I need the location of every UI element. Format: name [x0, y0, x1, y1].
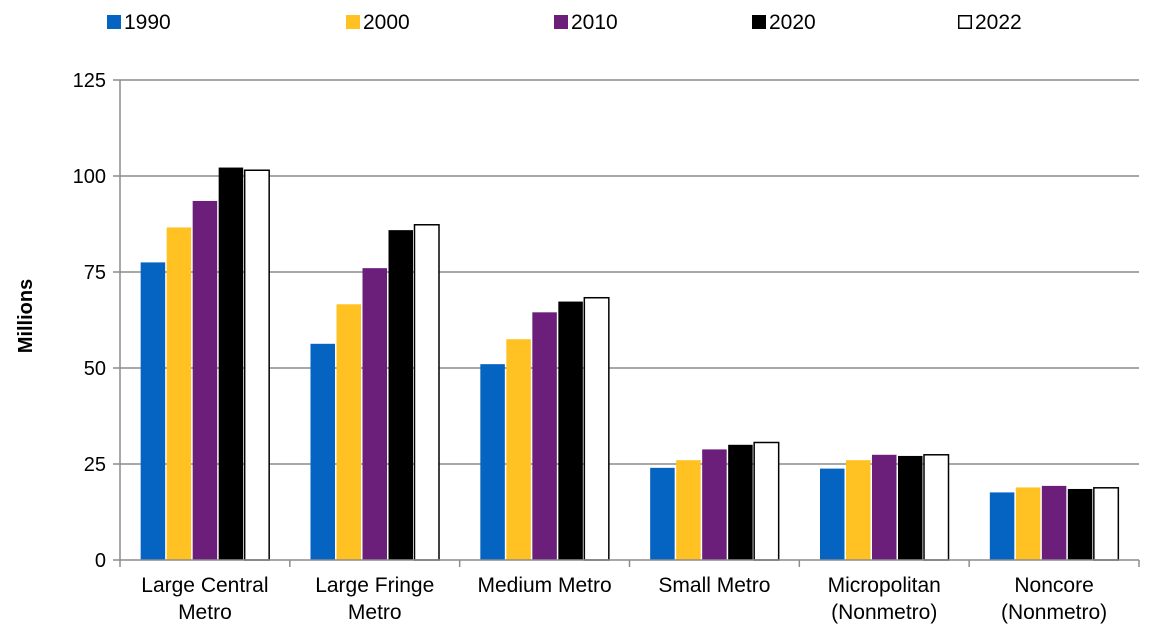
x-tick-label: Small Metro	[658, 574, 770, 597]
bar-2010	[1041, 485, 1067, 560]
bar-2022	[753, 441, 780, 561]
bar-2000	[846, 460, 871, 560]
bar-2020	[728, 444, 753, 560]
y-tick-label: 125	[73, 70, 106, 92]
y-tick-label: 50	[84, 358, 106, 380]
bar-1990	[820, 468, 845, 560]
y-axis: 0 25 50 75 100 125	[73, 70, 121, 572]
y-tick-label: 0	[95, 550, 106, 572]
bar-series	[140, 167, 1120, 561]
x-tick-label: Noncore (Nonmetro)	[1001, 574, 1107, 624]
bar-2010	[362, 268, 387, 560]
bar-2020	[558, 301, 583, 560]
legend-label: 2020	[769, 11, 816, 34]
x-axis: Large Central Metro Large Fringe Metro Mediu…	[119, 559, 1140, 624]
bar-2022	[923, 454, 950, 561]
bar-2020	[218, 167, 244, 560]
legend-swatch	[752, 15, 766, 29]
bar-2020	[388, 230, 413, 561]
y-axis-title: Millions	[15, 279, 37, 353]
bar-2022	[583, 296, 610, 561]
y-tick-label: 75	[84, 262, 106, 284]
bar-2000	[166, 227, 192, 560]
legend-label: 2010	[571, 11, 618, 34]
bar-2022	[413, 224, 440, 561]
legend-label: 2022	[975, 11, 1022, 34]
legend-item-2000: 2000	[346, 11, 410, 34]
legend-swatch	[346, 15, 360, 29]
x-tick-label: Micropolitan (Nonmetro)	[828, 574, 941, 624]
bar-2022	[243, 169, 270, 561]
legend-swatch	[554, 15, 568, 29]
legend-label: 1990	[124, 11, 171, 34]
legend-item-2010: 2010	[554, 11, 618, 34]
bar-2010	[192, 200, 218, 560]
bar-2010	[532, 312, 557, 560]
bar-2010	[872, 454, 897, 560]
y-tick-label: 25	[84, 454, 106, 476]
x-tick-label: Large Fringe Metro	[315, 574, 434, 624]
legend-item-1990: 1990	[107, 11, 171, 34]
bar-2020	[1067, 488, 1093, 560]
legend-item-2020: 2020	[752, 11, 816, 34]
legend-label: 2000	[363, 11, 410, 34]
bar-1990	[650, 467, 675, 560]
x-tick-label: Large Central Metro	[141, 574, 268, 624]
bar-2000	[1015, 487, 1041, 560]
legend-swatch	[107, 15, 121, 29]
bar-1990	[140, 262, 166, 560]
legend-item-2022: 2022	[958, 11, 1022, 34]
x-tick-label: Medium Metro	[477, 574, 611, 597]
bar-2020	[898, 455, 923, 560]
bar-2010	[702, 449, 727, 560]
bar-1990	[480, 364, 505, 560]
bar-2000	[676, 460, 701, 560]
chart-legend: 1990 2000 2010 2020 2022	[107, 11, 1022, 34]
bar-2022	[1093, 487, 1120, 561]
gridlines	[120, 79, 1139, 465]
y-tick-label: 100	[73, 166, 106, 188]
bar-2000	[506, 339, 531, 560]
bar-1990	[989, 492, 1015, 560]
bar-1990	[310, 343, 335, 560]
legend-swatch	[958, 15, 972, 29]
bar-2000	[336, 304, 361, 560]
